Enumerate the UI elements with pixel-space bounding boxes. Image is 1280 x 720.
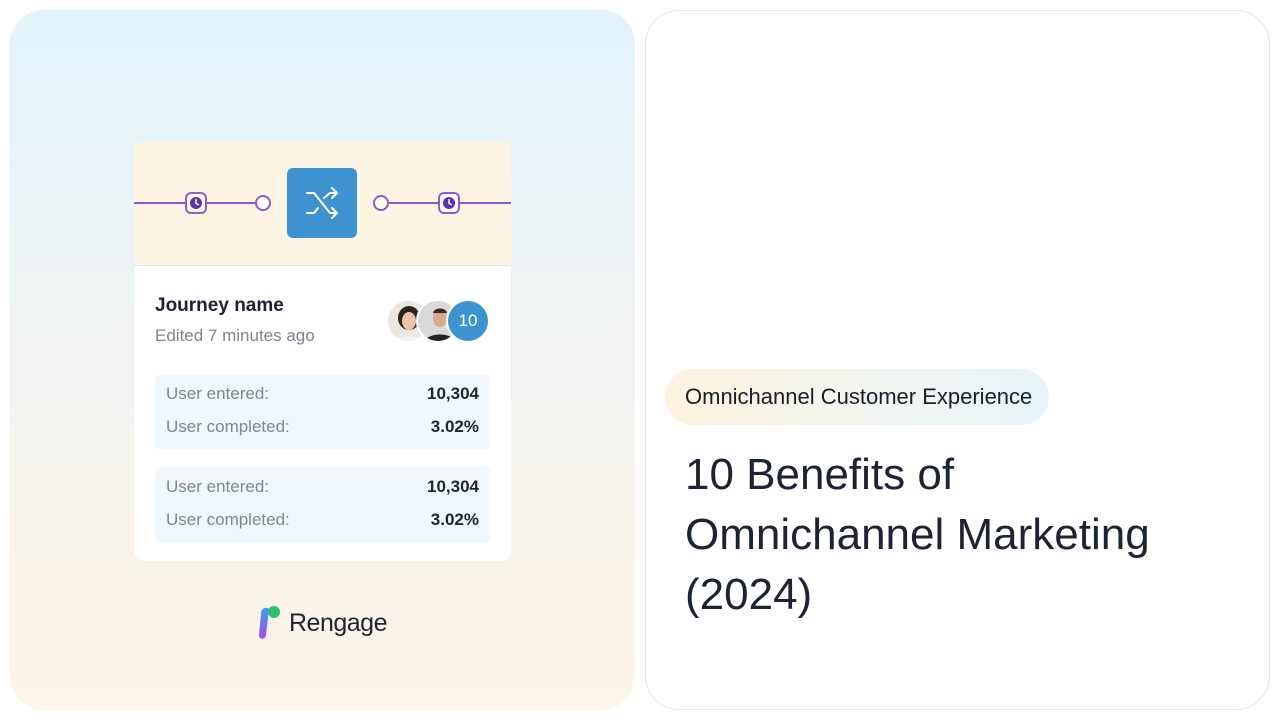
- flow-connector: [207, 202, 255, 204]
- brand-name: Rengage: [289, 608, 387, 637]
- journey-flow-preview: [134, 141, 511, 266]
- article-panel: Omnichannel Customer Experience 10 Benef…: [645, 10, 1270, 710]
- stat-label: User entered:: [166, 384, 269, 403]
- article-title-line: Omnichannel Marketing: [685, 510, 1150, 559]
- journey-title: Journey name: [155, 295, 284, 316]
- category-tag[interactable]: Omnichannel Customer Experience: [665, 369, 1050, 425]
- flow-node: [255, 195, 271, 211]
- stat-label: User completed:: [166, 510, 290, 529]
- stats-block: User entered: 10,304 User completed: 3.0…: [155, 374, 490, 450]
- stat-value: 10,304: [427, 477, 479, 496]
- flow-node: [373, 195, 389, 211]
- article-title-line: 10 Benefits of: [685, 450, 955, 499]
- brand-logo[interactable]: Rengage: [257, 605, 387, 641]
- clock-icon: [185, 192, 207, 214]
- stat-value: 10,304: [427, 384, 479, 403]
- flow-connector: [460, 202, 511, 204]
- shuffle-icon[interactable]: [287, 168, 357, 238]
- flow-connector: [389, 202, 438, 204]
- hero-illustration-panel: Journey name Edited 7 minutes ago: [10, 10, 635, 710]
- stat-row: User completed: 3.02%: [166, 415, 479, 439]
- stat-value: 3.02%: [430, 417, 479, 436]
- collaborator-avatars[interactable]: 10: [386, 299, 496, 345]
- journey-card[interactable]: Journey name Edited 7 minutes ago: [134, 141, 511, 561]
- stat-row: User completed: 3.02%: [166, 508, 479, 532]
- collaborator-count-badge: 10: [446, 299, 490, 343]
- stat-row: User entered: 10,304: [166, 475, 479, 499]
- stat-label: User completed:: [166, 417, 290, 436]
- rengage-logo-icon: [259, 606, 280, 639]
- stat-label: User entered:: [166, 477, 269, 496]
- clock-icon: [438, 192, 460, 214]
- stat-value: 3.02%: [430, 510, 479, 529]
- article-title-line: (2024): [685, 570, 813, 619]
- article-title: 10 Benefits of Omnichannel Marketing (20…: [685, 445, 1245, 625]
- stat-row: User entered: 10,304: [166, 382, 479, 406]
- flow-connector: [134, 202, 186, 204]
- journey-edited-time: Edited 7 minutes ago: [155, 326, 315, 345]
- stats-block: User entered: 10,304 User completed: 3.0…: [155, 467, 490, 543]
